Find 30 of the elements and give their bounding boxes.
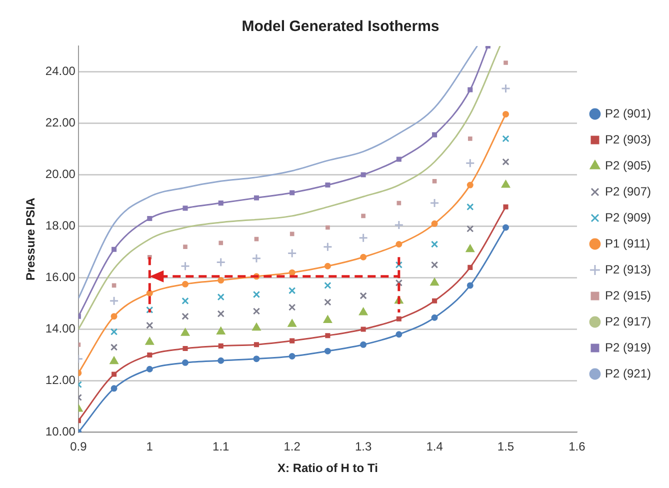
legend-label: P2 (921): [604, 366, 652, 380]
legend-label: P2 (907): [604, 184, 652, 198]
legend-label: P2 (909): [604, 210, 652, 224]
legend-label: P2 (903): [604, 132, 652, 146]
chart-title: Model Generated Isotherms: [242, 18, 440, 36]
y-tick-label: 18.00: [45, 218, 76, 233]
y-tick-label: 12.00: [45, 373, 76, 388]
y-tick-label: 14.00: [45, 322, 76, 336]
x-tick-label: 1.1: [212, 440, 230, 454]
legend-label: P1 (911): [604, 236, 650, 250]
x-axis-title: X: Ratio of H to Ti: [277, 461, 378, 476]
legend-label: P2 (919): [604, 340, 652, 354]
x-tick-label: 0.9: [70, 440, 88, 454]
x-tick-label: 1.5: [497, 440, 514, 454]
legend-label: P2 (917): [604, 314, 652, 328]
x-tick-label: 1.4: [426, 440, 444, 454]
x-tick-label: 1: [146, 440, 154, 454]
y-tick-label: 16.00: [45, 270, 76, 284]
y-tick-label: 22.00: [45, 116, 76, 130]
y-tick-label: 20.00: [45, 167, 76, 182]
legend-label: P2 (901): [604, 106, 652, 120]
x-tick-label: 1.2: [284, 440, 301, 454]
legend-label: P2 (913): [604, 262, 652, 276]
legend-label: P2 (915): [604, 288, 652, 302]
legend-label: P2 (905): [604, 158, 652, 172]
y-tick-label: 10.00: [45, 424, 76, 439]
y-tick-label: 24.00: [45, 64, 76, 78]
x-tick-label: 1.3: [354, 440, 372, 454]
y-axis-title: Pressure PSIA: [24, 197, 38, 280]
x-tick-label: 1.6: [568, 440, 586, 454]
